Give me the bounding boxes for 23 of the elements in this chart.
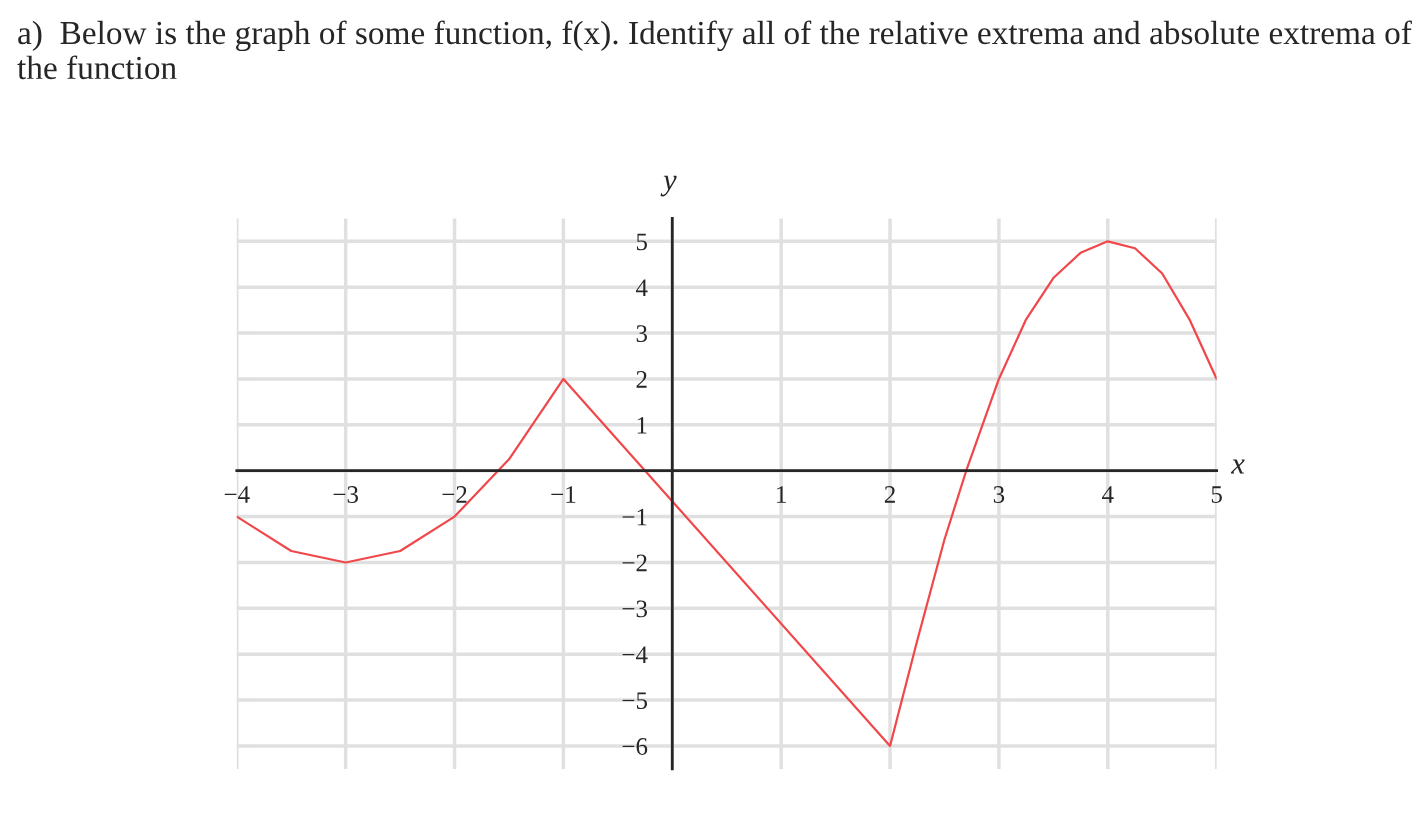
y-tick-label: −3 (622, 600, 648, 618)
y-tick-label: 5 (636, 233, 648, 251)
x-tick-label: 2 (884, 486, 895, 503)
y-tick-label: −4 (622, 646, 648, 663)
x-tick-label: −2 (442, 486, 467, 503)
y-tick-label: 1 (637, 417, 647, 434)
y-tick-label: −1 (622, 508, 647, 526)
x-tick-label: 5 (1211, 486, 1222, 503)
y-tick-label: −6 (622, 738, 648, 755)
x-tick-label: −4 (224, 486, 250, 503)
y-tick-label: −5 (622, 692, 648, 710)
x-tick-label: 3 (993, 486, 1005, 503)
x-tick-label: −1 (551, 486, 576, 503)
chart-title: a) Below is the graph of some function, f(x). Identify all of the relative extrema and absolute extrema of the function (17, 20, 1412, 80)
x-tick-label: 4 (1102, 486, 1114, 503)
y-tick-label: 3 (636, 325, 648, 343)
y-axis-title: y (660, 175, 677, 197)
y-tick-label: 4 (635, 279, 648, 296)
y-tick-label: −2 (622, 554, 647, 572)
y-tick-label: 2 (636, 371, 647, 388)
x-tick-label: 1 (777, 486, 786, 503)
x-tick-label: −3 (333, 486, 358, 503)
x-axis-title: x (1230, 459, 1245, 474)
